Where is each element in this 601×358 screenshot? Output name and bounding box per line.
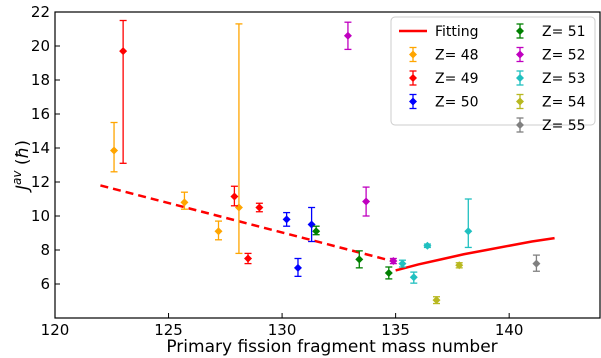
series-z49 [119, 19, 264, 265]
plot-frame [54, 11, 601, 319]
fitting-line-solid [395, 236, 555, 272]
series-z51 [312, 225, 393, 280]
data-point [312, 227, 321, 236]
data-point [389, 257, 398, 266]
legend-marker [516, 121, 524, 129]
legend-marker [409, 50, 417, 59]
y-tick-label: 18 [31, 71, 50, 89]
y-axis-label-unit: (ħ) [13, 140, 33, 171]
series-z54 [432, 261, 464, 305]
data-point [409, 273, 418, 282]
y-tick-label: 8 [40, 241, 50, 259]
data-point [532, 259, 541, 268]
data-point [384, 268, 393, 277]
legend-marker [409, 74, 417, 82]
data-point [464, 227, 473, 236]
y-axis-label-symbol: J [13, 185, 33, 193]
legend-label: Z= 52 [542, 48, 586, 64]
data-point [244, 254, 253, 263]
legend-item: Z= 55 [516, 117, 586, 134]
legend-item: Fitting [399, 24, 479, 40]
legend-label: Z= 54 [542, 95, 586, 111]
y-tick-label: 20 [31, 37, 50, 55]
data-point [255, 203, 264, 212]
legend-item: Z= 48 [409, 46, 479, 64]
legend-label: Z= 50 [435, 95, 479, 111]
legend-marker [516, 27, 524, 35]
legend-label: Z= 48 [435, 48, 479, 64]
legend-marker [516, 50, 524, 59]
data-point [423, 241, 432, 250]
legend-label: Z= 49 [435, 71, 479, 87]
y-axis-label-hbar: ħ [13, 147, 33, 159]
legend-item: Z= 50 [409, 93, 479, 111]
x-tick-label: 135 [381, 321, 410, 339]
legend-marker [516, 97, 524, 106]
x-tick-label: 130 [268, 321, 297, 339]
data-point [362, 197, 371, 206]
data-point [432, 296, 441, 305]
data-point [455, 261, 464, 270]
legend: Fitting Z= 48 Z= 49 Z= 50 Z= 51 Z= 52 Z= 53 Z= … [390, 16, 596, 134]
series-z55 [532, 254, 541, 272]
x-tick-label: 125 [154, 321, 183, 339]
legend-item: Z= 52 [516, 46, 586, 64]
series-z53 [398, 198, 473, 284]
legend-box [390, 16, 596, 126]
x-axis-label: Primary fission fragment mass number [166, 337, 497, 357]
legend-item: Z= 51 [516, 23, 586, 40]
axes: 120 125 130 135 140 6 8 10 12 14 16 18 20 22 [31, 3, 524, 339]
legend-marker [516, 74, 524, 82]
y-axis-label-superscript: av [10, 170, 24, 185]
data-point [234, 203, 243, 212]
legend-label: Z= 51 [542, 24, 586, 40]
data-point [293, 263, 302, 272]
data-point [119, 47, 128, 56]
legend-item: Z= 49 [409, 70, 479, 87]
series-z50 [282, 206, 316, 278]
series-z48 [110, 23, 243, 255]
y-tick-label: 6 [40, 275, 50, 293]
data-point [214, 227, 223, 236]
legend-item: Z= 53 [516, 70, 586, 87]
plot-marks [100, 19, 555, 305]
y-tick-label: 22 [31, 3, 50, 21]
legend-label: Z= 53 [542, 71, 586, 87]
y-tick-label: 14 [31, 139, 50, 157]
legend-label: Fitting [435, 24, 479, 40]
data-point [230, 192, 239, 201]
data-point [307, 220, 316, 229]
y-axis-label: Jav (ħ) [10, 140, 33, 193]
series-z52 [343, 21, 398, 266]
y-tick-label: 10 [31, 207, 50, 225]
data-point [343, 31, 352, 40]
legend-item: Z= 54 [516, 93, 586, 111]
legend-marker [409, 97, 417, 106]
x-tick-label: 120 [41, 321, 70, 339]
x-tick-label: 140 [495, 321, 524, 339]
data-point [282, 215, 291, 224]
legend-label: Z= 55 [542, 118, 586, 134]
y-tick-label: 16 [31, 105, 50, 123]
fitting-line-dashed [100, 184, 396, 264]
data-point [398, 259, 407, 268]
data-point [180, 198, 189, 207]
data-point [355, 255, 364, 264]
y-tick-label: 12 [31, 173, 50, 191]
data-point [110, 146, 119, 155]
